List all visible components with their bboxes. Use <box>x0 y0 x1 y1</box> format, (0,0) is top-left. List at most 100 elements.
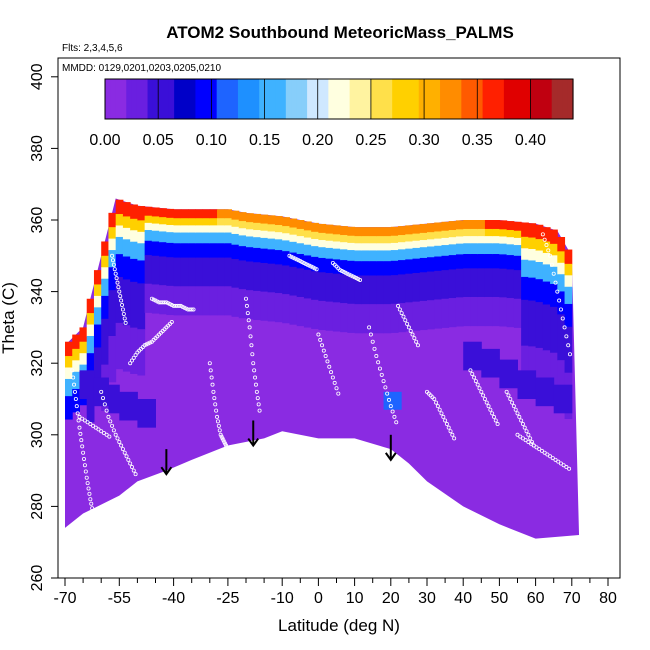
flight-point <box>71 375 76 380</box>
field-cell <box>202 243 211 259</box>
field-cell <box>369 236 377 244</box>
field-cell <box>267 215 276 225</box>
colorbar-segment <box>296 79 303 119</box>
field-cell <box>550 306 558 354</box>
field-cell <box>484 243 493 255</box>
field-cell <box>303 298 312 328</box>
field-cell <box>86 335 95 354</box>
colorbar-tick-label: 0.00 <box>89 132 120 149</box>
field-cell <box>550 243 558 256</box>
colorbar-segment <box>285 79 292 119</box>
flight-point <box>550 456 555 461</box>
flight-point <box>473 379 478 384</box>
field-cell <box>347 242 356 251</box>
field-cell <box>484 236 493 244</box>
field-cell <box>325 240 334 249</box>
flight-point <box>482 396 487 401</box>
flight-point <box>558 461 563 466</box>
colorbar-segment <box>365 79 372 119</box>
colorbar-tick-label: 0.25 <box>355 132 386 149</box>
field-cell <box>130 258 138 283</box>
field-cell <box>506 244 515 256</box>
flight-point <box>175 303 180 308</box>
field-cell <box>144 230 153 242</box>
flight-point <box>517 414 522 419</box>
flight-point <box>126 457 131 462</box>
colorbar-segment <box>376 79 383 119</box>
field-cell <box>354 250 363 262</box>
flight-point <box>80 416 85 421</box>
flight-point <box>486 404 491 409</box>
field-cell <box>340 303 348 333</box>
field-cell <box>318 232 327 241</box>
flight-point <box>131 355 136 360</box>
colorbar-segment <box>232 79 239 119</box>
field-cell <box>398 274 406 304</box>
field-cell <box>535 377 555 407</box>
flight-point <box>246 318 251 323</box>
flight-point <box>108 419 113 424</box>
flight-point <box>77 414 82 419</box>
field-cell <box>470 220 479 230</box>
field-cell <box>180 209 189 219</box>
flight-point <box>383 385 388 390</box>
flight-point <box>515 411 520 416</box>
flight-point <box>123 320 128 325</box>
flight-point <box>470 371 475 376</box>
field-cell <box>332 248 341 260</box>
field-cell <box>383 391 402 410</box>
field-cell <box>499 236 508 245</box>
flight-point <box>555 289 560 294</box>
colorbar-segment <box>514 79 521 119</box>
field-cell <box>303 244 312 256</box>
field-cell <box>231 226 240 235</box>
field-cell <box>217 257 225 287</box>
colorbar-tick-labels: 0.00 0.05 0.10 0.15 0.20 0.25 0.30 0.35 0.40 <box>89 132 546 149</box>
field-cell <box>441 270 450 300</box>
field-cell <box>195 218 204 226</box>
x-tick-label: -25 <box>216 590 239 607</box>
flight-point <box>73 396 78 401</box>
dive-arrows <box>160 420 397 476</box>
flight-point <box>388 404 393 409</box>
field-cell <box>289 266 298 297</box>
flight-point <box>405 321 410 326</box>
flight-point <box>560 316 565 321</box>
x-tick-label: 40 <box>454 590 472 607</box>
colorbar-segment <box>168 79 175 119</box>
field-cell <box>427 239 435 247</box>
colorbar-segment <box>333 79 340 119</box>
field-cell <box>542 264 551 283</box>
field-cell <box>173 243 182 259</box>
field-cell <box>376 275 385 305</box>
field-cell <box>347 235 356 244</box>
flight-point <box>518 434 523 439</box>
field-cell <box>412 247 421 260</box>
colorbar-segment <box>126 79 133 119</box>
flight-point <box>110 258 115 263</box>
x-tick-label: -40 <box>162 590 185 607</box>
field-cell <box>246 213 254 223</box>
flight-point <box>72 389 77 394</box>
flight-point <box>186 307 191 312</box>
field-cell <box>477 243 486 255</box>
field-cell <box>412 258 421 274</box>
field-cell <box>180 225 189 234</box>
field-cell <box>484 268 493 298</box>
x-tick-label: 0 <box>314 590 323 607</box>
flight-point <box>79 438 84 443</box>
flight-point <box>446 425 451 430</box>
field-cell <box>166 225 175 233</box>
colorbar-segment <box>147 79 154 119</box>
field-cell <box>267 231 276 240</box>
field-cell <box>448 237 457 245</box>
field-cell <box>535 224 544 240</box>
field-cell <box>383 227 392 237</box>
flight-point <box>133 472 138 477</box>
flight-point <box>208 368 213 373</box>
field-cell <box>427 246 435 258</box>
flight-point <box>87 491 92 496</box>
field-cell <box>470 243 479 255</box>
field-cell <box>448 255 457 270</box>
flight-point <box>244 303 249 308</box>
